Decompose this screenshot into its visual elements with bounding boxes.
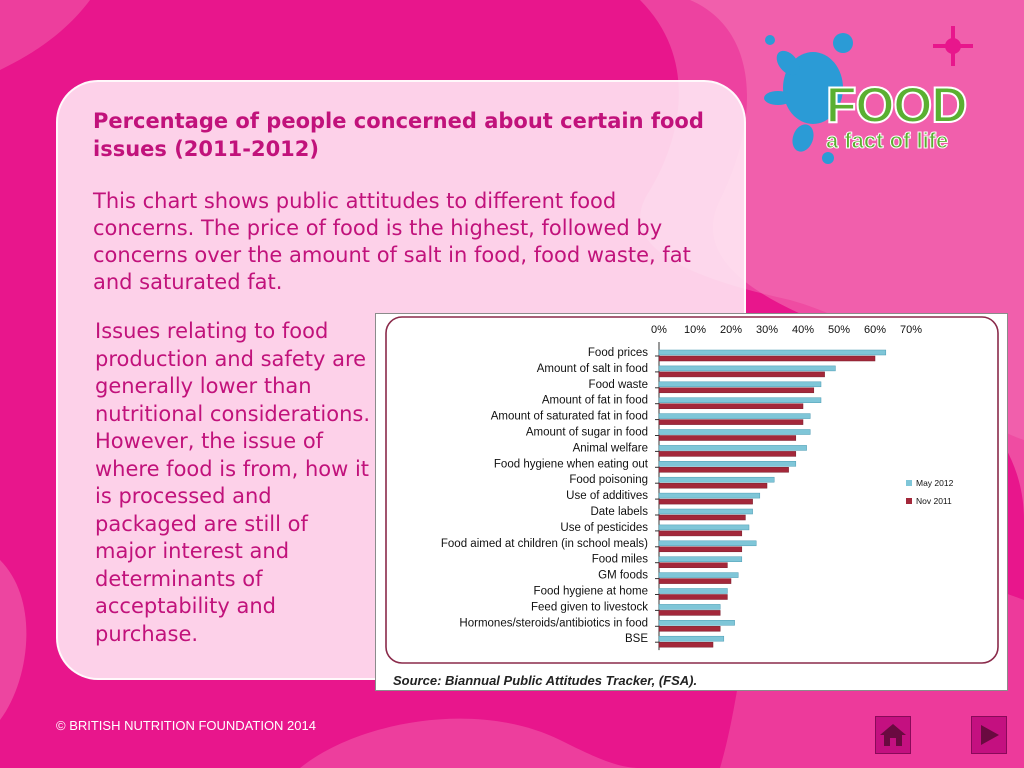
bar-may-2012 bbox=[658, 620, 735, 626]
category-label: Amount of sugar in food bbox=[526, 427, 648, 439]
x-tick-label: 10% bbox=[684, 324, 706, 336]
category-label: Food miles bbox=[592, 554, 648, 566]
bar-may-2012 bbox=[658, 429, 811, 435]
x-tick-label: 70% bbox=[900, 324, 922, 336]
category-label: BSE bbox=[625, 633, 648, 645]
category-label: Date labels bbox=[590, 506, 648, 518]
bar-may-2012 bbox=[658, 365, 836, 372]
bar-may-2012 bbox=[658, 349, 887, 356]
category-label: Use of additives bbox=[566, 490, 648, 502]
category-label: Food waste bbox=[589, 379, 648, 391]
bar-may-2012 bbox=[658, 635, 725, 642]
bar-nov-2011 bbox=[658, 403, 804, 409]
bar-nov-2011 bbox=[658, 482, 768, 489]
bar-may-2012 bbox=[658, 381, 822, 388]
x-tick-label: 20% bbox=[720, 324, 742, 336]
food-a-fact-of-life-logo bbox=[764, 26, 973, 164]
chart-frame bbox=[385, 316, 999, 664]
category-label: Feed given to livestock bbox=[531, 601, 648, 613]
logo-tagline: a fact of life bbox=[825, 128, 949, 154]
bar-may-2012 bbox=[658, 540, 757, 547]
copyright-footer: © BRITISH NUTRITION FOUNDATION 2014 bbox=[56, 718, 316, 733]
bar-may-2012 bbox=[658, 572, 739, 578]
category-label: Animal welfare bbox=[573, 442, 648, 454]
x-tick-label: 0% bbox=[651, 324, 667, 336]
category-label: GM foods bbox=[598, 570, 648, 582]
bar-may-2012 bbox=[658, 397, 822, 403]
home-button[interactable] bbox=[875, 716, 911, 754]
side-paragraph: Issues relating to food production and s… bbox=[95, 319, 370, 646]
next-slide-button[interactable] bbox=[971, 716, 1007, 754]
bar-nov-2011 bbox=[658, 467, 789, 473]
category-label: Food aimed at children (in school meals) bbox=[441, 538, 648, 550]
bar-nov-2011 bbox=[658, 498, 753, 505]
category-label: Food hygiene when eating out bbox=[494, 458, 649, 470]
bar-may-2012 bbox=[658, 413, 811, 419]
chart-container: 0% 10% 20% 30% 40% 50% 60% 70% Food prices Amount… bbox=[375, 313, 1008, 691]
category-label: Amount of salt in food bbox=[537, 363, 648, 375]
bar-may-2012 bbox=[658, 461, 797, 467]
x-tick-label: 50% bbox=[828, 324, 850, 336]
bar-may-2012 bbox=[658, 492, 761, 499]
bar-nov-2011 bbox=[658, 626, 721, 632]
bar-nov-2011 bbox=[658, 435, 797, 441]
legend-swatch bbox=[906, 480, 912, 486]
bar-nov-2011 bbox=[658, 514, 746, 521]
bar-nov-2011 bbox=[658, 562, 728, 568]
bar-nov-2011 bbox=[658, 387, 815, 394]
category-label: Amount of fat in food bbox=[542, 395, 648, 407]
bar-nov-2011 bbox=[658, 546, 743, 553]
chart-source: Source: Biannual Public Attitudes Tracke… bbox=[393, 673, 698, 688]
bar-chart: 0% 10% 20% 30% 40% 50% 60% 70% Food prices Amount… bbox=[385, 316, 999, 664]
category-label: Amount of saturated fat in food bbox=[491, 411, 648, 423]
bar-may-2012 bbox=[658, 588, 728, 594]
bar-nov-2011 bbox=[658, 594, 728, 600]
bar-nov-2011 bbox=[658, 530, 743, 537]
slide-title: Percentage of people concerned about cer… bbox=[93, 109, 704, 161]
category-label: Food hygiene at home bbox=[534, 586, 648, 598]
bar-nov-2011 bbox=[658, 578, 732, 584]
bar-may-2012 bbox=[658, 476, 775, 483]
bar-nov-2011 bbox=[658, 371, 825, 378]
category-label: Food poisoning bbox=[569, 474, 648, 486]
category-label: Food prices bbox=[588, 347, 648, 359]
legend-swatch bbox=[906, 498, 912, 504]
bar-may-2012 bbox=[658, 604, 721, 610]
intro-paragraph: This chart shows public attitudes to dif… bbox=[93, 189, 691, 294]
legend-label: May 2012 bbox=[916, 478, 954, 488]
play-next-icon bbox=[981, 725, 999, 745]
x-tick-label: 60% bbox=[864, 324, 886, 336]
category-label: Hormones/steroids/antibiotics in food bbox=[459, 617, 648, 629]
bar-nov-2011 bbox=[658, 610, 721, 616]
bar-may-2012 bbox=[658, 524, 750, 531]
bar-nov-2011 bbox=[658, 355, 876, 362]
bar-may-2012 bbox=[658, 445, 807, 451]
bar-nov-2011 bbox=[658, 419, 804, 425]
bar-may-2012 bbox=[658, 508, 753, 515]
bar-nov-2011 bbox=[658, 641, 714, 648]
x-tick-label: 30% bbox=[756, 324, 778, 336]
x-tick-label: 40% bbox=[792, 324, 814, 336]
category-label: Use of pesticides bbox=[560, 522, 648, 534]
home-icon bbox=[880, 724, 906, 746]
logo-word: FOOD bbox=[825, 76, 968, 134]
bar-nov-2011 bbox=[658, 451, 797, 457]
bar-may-2012 bbox=[658, 556, 743, 562]
legend-label: Nov 2011 bbox=[916, 496, 952, 506]
